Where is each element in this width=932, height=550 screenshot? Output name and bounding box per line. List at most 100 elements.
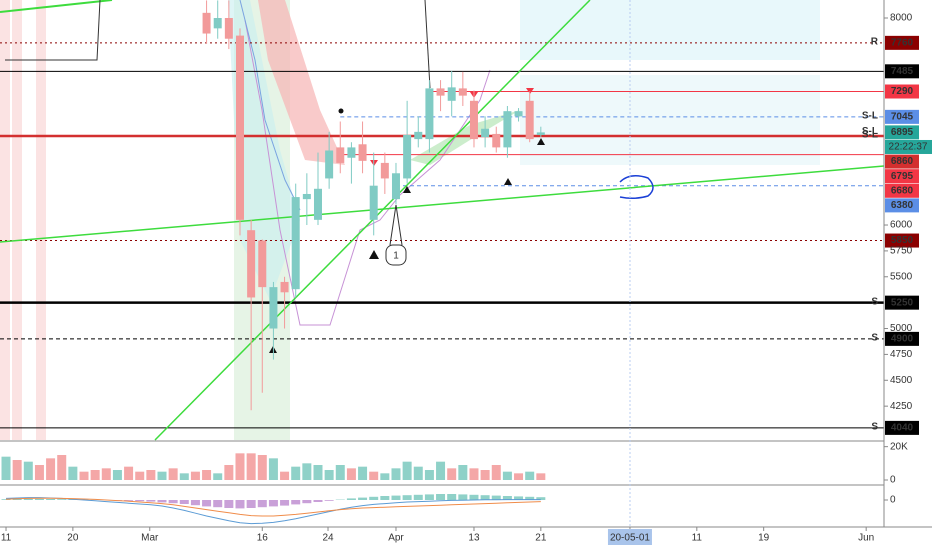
y-tick-label: 4500	[890, 375, 913, 386]
macd-hist-bar	[380, 496, 390, 500]
candle-body	[336, 147, 345, 163]
axes: 8000 6000 5750 5500 5000 4750 4500 4250 11 20 Mar 1…	[1, 13, 913, 545]
lower-panels	[1, 453, 546, 525]
macd-hist-bar	[480, 495, 490, 500]
macd-hist-bar	[190, 500, 200, 506]
marker	[526, 88, 534, 94]
macd-hist-bar	[202, 500, 212, 507]
macd-hist-bar	[1, 499, 11, 500]
candle-body	[369, 185, 378, 220]
volume-bar	[514, 473, 524, 480]
level-label: 7485	[891, 66, 914, 77]
macd-hist-bar	[447, 494, 457, 500]
candle-body	[414, 131, 423, 140]
session-band	[12, 0, 22, 440]
volume-bar	[324, 470, 334, 480]
x-tick-label: 20	[67, 533, 79, 544]
ribbon	[258, 0, 345, 165]
x-tick-label: Mar	[141, 533, 159, 544]
x-tick-label: 19	[758, 533, 770, 544]
macd-line	[5, 497, 541, 525]
level-label-bg	[885, 420, 919, 435]
volume-tick-label: 20K	[890, 441, 908, 452]
volume-bar	[34, 465, 44, 480]
level-label-bg	[885, 331, 919, 346]
macd-hist-bar	[34, 498, 44, 500]
macd-tick-label: 0	[890, 495, 896, 506]
volume-bar	[157, 471, 167, 480]
volume-bar	[1, 456, 11, 480]
level-tag: S-L	[862, 130, 878, 141]
level-tag: S-L	[862, 126, 878, 137]
x-tick-label: 11	[1, 533, 12, 544]
macd-hist-bar	[514, 496, 524, 500]
y-tick-label: 5000	[890, 323, 913, 334]
candle-body	[202, 12, 211, 34]
x-tick-label: 16	[257, 533, 269, 544]
volume-bar	[447, 468, 457, 480]
volume-bar	[190, 471, 200, 480]
volume-bar	[79, 471, 89, 480]
candle-body	[380, 162, 389, 179]
level-label: 6895	[891, 127, 914, 138]
candle-body	[525, 100, 534, 140]
level-label-bg	[885, 295, 919, 310]
callout	[385, 244, 407, 266]
macd-hist-bar	[268, 500, 278, 507]
callout-pointer	[389, 204, 403, 246]
level-label-bg	[885, 125, 919, 140]
volume-bar	[101, 468, 111, 480]
marker	[369, 250, 379, 259]
candle-body	[469, 100, 478, 140]
macd-hist-bar	[491, 495, 501, 500]
level-label: 7290	[891, 86, 914, 97]
macd-hist-bar	[436, 494, 446, 500]
candle-body	[514, 111, 523, 117]
volume-bar	[168, 468, 178, 480]
candle-body	[425, 88, 434, 140]
level-label-bg	[885, 154, 919, 169]
drawings: 1	[0, 0, 885, 441]
ribbon	[228, 0, 300, 300]
level-label-bg	[885, 233, 919, 248]
level-label: 5250	[891, 297, 914, 308]
candle-body	[213, 18, 222, 29]
macd-hist-bar	[369, 496, 379, 500]
candle-body	[313, 188, 322, 220]
candle-body	[536, 132, 545, 135]
volume-bar	[146, 470, 156, 480]
macd-hist-bar	[157, 500, 167, 503]
trend-line	[0, 0, 113, 13]
macd-hist-bar	[469, 494, 479, 500]
volume-bar	[525, 471, 535, 480]
macd-hist-bar	[302, 500, 312, 504]
candle-body	[458, 88, 467, 96]
macd-hist-bar	[179, 500, 189, 504]
session-band	[0, 0, 10, 440]
candle-body	[280, 281, 289, 293]
volume-bar	[358, 466, 368, 480]
level-label: 4900	[891, 334, 914, 345]
level-label-bg	[885, 183, 919, 198]
volume-bar	[469, 468, 479, 480]
level-label: 6860	[891, 156, 914, 167]
volume-bar	[346, 468, 356, 480]
macd-hist-bar	[346, 498, 356, 500]
macd-hist-bar	[257, 500, 267, 508]
macd-hist-bar	[23, 498, 33, 500]
level-label: 6680	[891, 185, 914, 196]
level-tag: R	[871, 36, 879, 47]
x-tick-label: 21	[535, 533, 547, 544]
volume-bar	[369, 471, 379, 480]
level-label-bg	[885, 35, 919, 50]
x-tick-label: Jun	[858, 533, 874, 544]
macd-hist-bar	[57, 499, 67, 500]
x-tick-label: 11	[692, 533, 703, 544]
macd-hist-bar	[458, 494, 468, 500]
macd-hist-bar	[135, 500, 145, 502]
volume-bar	[202, 470, 212, 480]
level-label-bg	[885, 64, 919, 79]
marker	[338, 108, 344, 114]
volume-bar	[491, 465, 501, 480]
